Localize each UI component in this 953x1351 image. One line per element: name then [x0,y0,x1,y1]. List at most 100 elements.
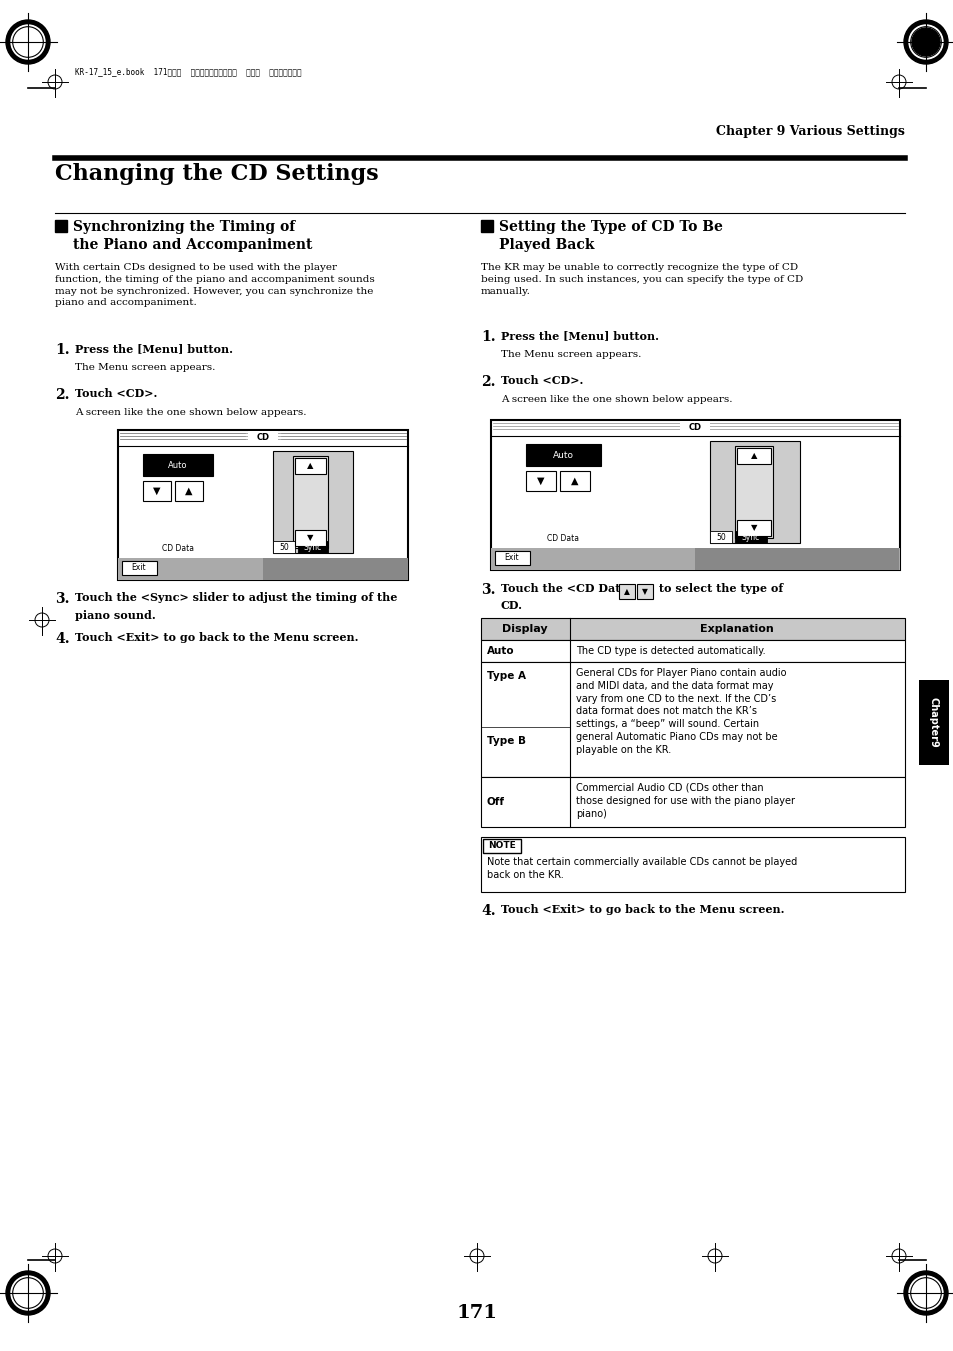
Text: Note that certain commercially available CDs cannot be played
back on the KR.: Note that certain commercially available… [486,857,797,880]
Bar [273,540,294,553]
Text: ▲: ▲ [750,451,757,461]
Text: CD: CD [256,434,270,443]
Bar [480,640,904,662]
Bar [143,454,213,476]
Text: The Menu screen appears.: The Menu screen appears. [75,363,215,372]
Text: Press the [Menu] button.: Press the [Menu] button. [500,330,659,340]
Bar [734,446,772,538]
Text: the Piano and Accompaniment: the Piano and Accompaniment [73,238,312,253]
Text: Touch <Exit> to go back to the Menu screen.: Touch <Exit> to go back to the Menu scre… [500,904,783,915]
Text: 2.: 2. [480,376,495,389]
Bar [495,551,530,565]
Circle shape [11,1275,45,1310]
Text: Played Back: Played Back [498,238,594,253]
Text: Sync: Sync [741,532,760,542]
Bar [695,549,898,570]
Circle shape [903,20,947,63]
Text: Chapter 9 Various Settings: Chapter 9 Various Settings [716,126,904,138]
Bar [491,549,899,570]
Bar [679,422,709,435]
Text: General CDs for Player Piano contain audio
and MIDI data, and the data format ma: General CDs for Player Piano contain aud… [576,667,785,755]
Bar [480,777,904,827]
Bar [737,520,770,536]
Circle shape [11,26,45,59]
Bar [734,531,766,543]
Text: A screen like the one shown below appears.: A screen like the one shown below appear… [75,408,306,417]
Bar [525,444,600,466]
Text: Auto: Auto [168,461,188,470]
Bar [293,457,328,549]
Bar [143,481,171,501]
Text: 2.: 2. [55,388,70,403]
Text: ▼: ▼ [307,534,313,543]
Bar [174,481,203,501]
Bar [480,838,904,892]
Text: Exit: Exit [504,554,518,562]
Text: ▲: ▲ [307,462,313,470]
Text: Press the [Menu] button.: Press the [Menu] button. [75,343,233,354]
Text: CD.: CD. [500,600,522,611]
Bar [709,440,800,543]
Text: NOTE: NOTE [488,842,516,851]
Bar [480,220,493,232]
Text: Off: Off [486,797,504,807]
Bar [122,561,157,576]
Text: 1.: 1. [480,330,496,345]
Bar [480,617,904,640]
Text: ▼: ▼ [537,476,544,486]
Bar [263,558,408,580]
Text: Setting the Type of CD To Be: Setting the Type of CD To Be [498,220,722,234]
Text: Touch <Exit> to go back to the Menu screen.: Touch <Exit> to go back to the Menu scre… [75,632,358,643]
Text: The Menu screen appears.: The Menu screen appears. [500,350,640,359]
Text: The KR may be unable to correctly recognize the type of CD
being used. In such i: The KR may be unable to correctly recogn… [480,263,802,296]
Bar [525,471,556,490]
Bar [918,680,948,765]
Text: Exit: Exit [132,563,146,573]
Text: 1.: 1. [55,343,70,357]
Text: Type B: Type B [486,736,525,746]
Bar [297,540,328,553]
Circle shape [6,20,50,63]
Bar [248,431,277,444]
Text: Chapter9: Chapter9 [928,697,938,747]
Circle shape [908,26,942,59]
Bar [482,839,520,852]
Text: ▼: ▼ [641,588,647,597]
Bar [618,584,635,598]
Circle shape [908,1275,942,1310]
Text: 50: 50 [716,532,725,542]
Text: 4.: 4. [55,632,70,646]
Text: 3.: 3. [480,584,495,597]
Text: Synchronizing the Timing of: Synchronizing the Timing of [73,220,294,234]
Text: CD: CD [688,423,700,432]
Text: ▲: ▲ [623,588,629,597]
Bar [294,458,326,474]
Text: With certain CDs designed to be used with the player
function, the timing of the: With certain CDs designed to be used wit… [55,263,375,308]
Bar [118,558,408,580]
Text: Explanation: Explanation [700,624,773,634]
Text: CD Data: CD Data [546,534,578,543]
Text: Touch <CD>.: Touch <CD>. [500,376,583,386]
Text: 4.: 4. [480,904,496,917]
Circle shape [6,1271,50,1315]
Bar [491,420,899,570]
Text: KR-17_15_e.book  171ページ  ２００４年１２月６日  月曜日  午後１時５４分: KR-17_15_e.book 171ページ ２００４年１２月６日 月曜日 午後… [75,68,301,77]
Text: ▲: ▲ [185,486,193,496]
Text: ▼: ▼ [153,486,161,496]
Text: Sync: Sync [304,543,322,551]
Text: The CD type is detected automatically.: The CD type is detected automatically. [576,646,765,657]
Text: to select the type of: to select the type of [655,584,782,594]
Text: Commercial Audio CD (CDs other than
those designed for use with the piano player: Commercial Audio CD (CDs other than thos… [576,784,794,819]
Bar [273,451,353,553]
Bar [55,220,67,232]
Text: Auto: Auto [552,450,573,459]
Text: Auto: Auto [486,646,514,657]
Bar [709,531,731,543]
Text: ▲: ▲ [571,476,578,486]
Circle shape [903,1271,947,1315]
Bar [480,662,904,777]
Text: CD Data: CD Data [162,544,193,553]
Text: piano sound.: piano sound. [75,611,155,621]
Text: 50: 50 [279,543,289,551]
Text: Touch the <Sync> slider to adjust the timing of the: Touch the <Sync> slider to adjust the ti… [75,592,397,603]
